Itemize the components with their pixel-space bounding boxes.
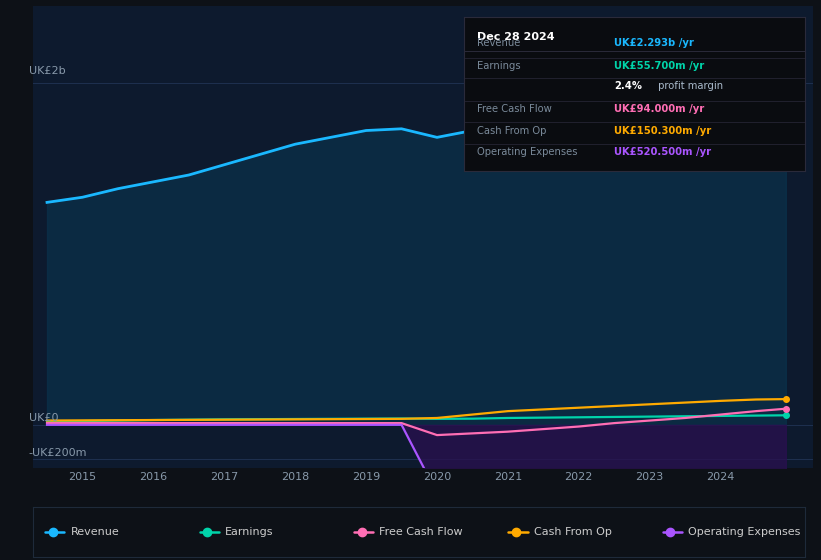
Text: Operating Expenses: Operating Expenses (688, 527, 800, 537)
Text: Operating Expenses: Operating Expenses (478, 147, 578, 157)
Text: 2.4%: 2.4% (614, 81, 642, 91)
Text: Earnings: Earnings (225, 527, 273, 537)
Text: UK£0: UK£0 (29, 413, 58, 423)
Text: profit margin: profit margin (654, 81, 722, 91)
Text: UK£150.300m /yr: UK£150.300m /yr (614, 126, 711, 136)
Text: Free Cash Flow: Free Cash Flow (379, 527, 463, 537)
Text: Revenue: Revenue (478, 38, 521, 48)
Text: Cash From Op: Cash From Op (478, 126, 547, 136)
Text: Revenue: Revenue (71, 527, 119, 537)
Text: UK£2.293b /yr: UK£2.293b /yr (614, 38, 694, 48)
Text: Earnings: Earnings (478, 61, 521, 71)
Text: UK£520.500m /yr: UK£520.500m /yr (614, 147, 711, 157)
Text: Dec 28 2024: Dec 28 2024 (478, 32, 555, 42)
Text: UK£94.000m /yr: UK£94.000m /yr (614, 104, 704, 114)
Text: Free Cash Flow: Free Cash Flow (478, 104, 553, 114)
Text: -UK£200m: -UK£200m (29, 448, 87, 458)
Text: UK£55.700m /yr: UK£55.700m /yr (614, 61, 704, 71)
Text: UK£2b: UK£2b (29, 66, 66, 76)
Text: Cash From Op: Cash From Op (534, 527, 612, 537)
